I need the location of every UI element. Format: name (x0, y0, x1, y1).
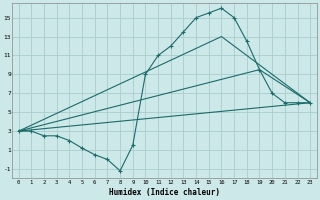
X-axis label: Humidex (Indice chaleur): Humidex (Indice chaleur) (109, 188, 220, 197)
